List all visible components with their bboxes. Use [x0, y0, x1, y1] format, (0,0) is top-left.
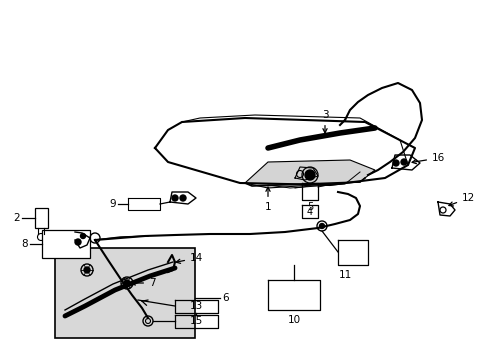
Text: 4: 4	[306, 207, 312, 217]
Text: 16: 16	[411, 153, 445, 164]
Text: 10: 10	[287, 315, 300, 325]
Polygon shape	[244, 160, 374, 188]
Text: 8: 8	[21, 239, 28, 249]
Polygon shape	[35, 208, 48, 228]
Circle shape	[75, 239, 81, 245]
Text: 15: 15	[189, 316, 202, 326]
Circle shape	[180, 195, 185, 201]
Text: 3: 3	[321, 110, 327, 133]
Text: 7: 7	[131, 278, 155, 288]
Circle shape	[400, 159, 406, 165]
Text: 1: 1	[264, 187, 271, 212]
Text: 14: 14	[176, 253, 203, 264]
Circle shape	[172, 195, 178, 201]
FancyBboxPatch shape	[42, 230, 90, 258]
Circle shape	[392, 160, 398, 166]
Circle shape	[319, 224, 324, 229]
Text: 2: 2	[13, 213, 20, 223]
Circle shape	[305, 170, 314, 180]
Text: 9: 9	[109, 199, 116, 209]
Text: 5: 5	[306, 202, 312, 212]
FancyBboxPatch shape	[55, 248, 195, 338]
Text: 11: 11	[338, 270, 351, 280]
Circle shape	[84, 267, 90, 273]
Text: 12: 12	[448, 193, 474, 206]
Circle shape	[124, 280, 130, 286]
Circle shape	[81, 234, 85, 239]
Text: 13: 13	[189, 301, 202, 311]
Text: 6: 6	[222, 293, 228, 303]
